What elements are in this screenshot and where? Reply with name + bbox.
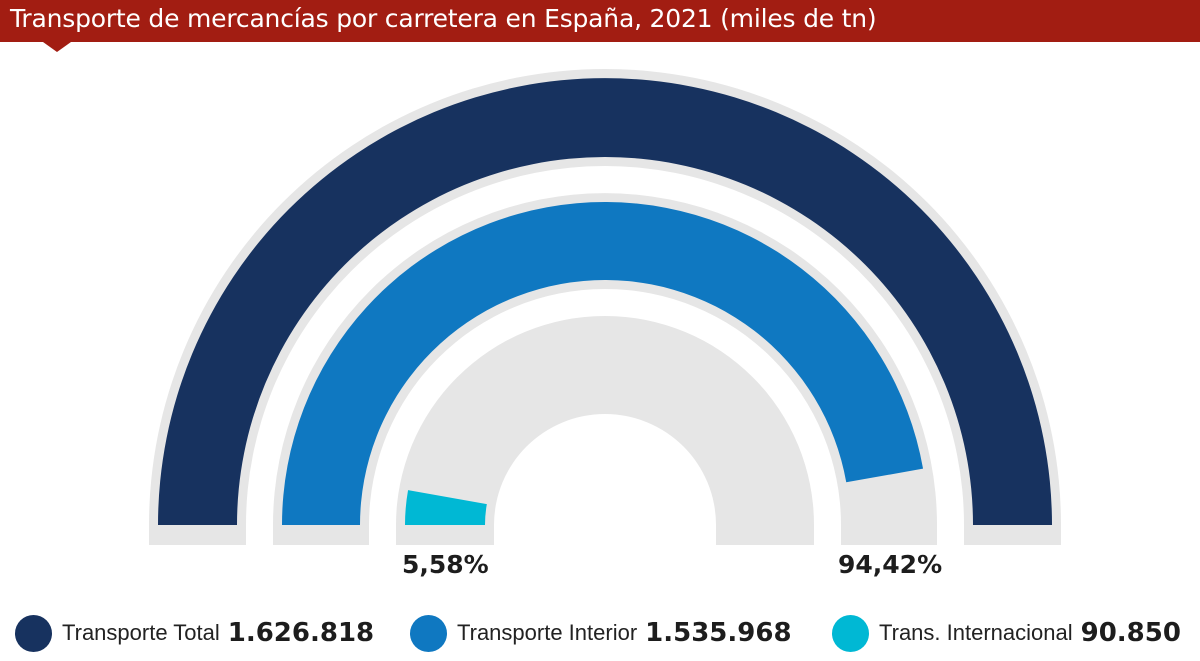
legend-swatch-total xyxy=(15,614,52,652)
radial-chart xyxy=(149,69,1061,545)
legend-item-internacional: Trans. Internacional 90.850 xyxy=(832,611,1181,655)
legend-item-total: Transporte Total 1.626.818 xyxy=(15,611,374,655)
legend-label-total: Transporte Total xyxy=(62,620,220,645)
header-pointer xyxy=(43,42,71,52)
legend-swatch-internacional xyxy=(832,614,869,652)
legend-label-interior: Transporte Interior xyxy=(457,620,638,645)
chart-header: Transporte de mercancías por carretera e… xyxy=(0,0,1200,42)
label-interior-pct: 94,42% xyxy=(838,550,943,579)
bar-total xyxy=(158,78,1052,525)
bar-interior xyxy=(282,202,924,525)
legend-value-total: 1.626.818 xyxy=(227,618,375,648)
label-internacional-pct: 5,58% xyxy=(402,550,489,579)
legend-item-interior: Transporte Interior 1.535.968 xyxy=(410,611,792,655)
track-internacional xyxy=(396,316,814,545)
legend-value-internacional: 90.850 xyxy=(1080,618,1181,648)
chart-title: Transporte de mercancías por carretera e… xyxy=(10,4,877,33)
bar-internacional xyxy=(405,490,487,525)
legend-label-internacional: Trans. Internacional xyxy=(879,620,1073,645)
legend-swatch-interior xyxy=(410,614,447,652)
legend-value-interior: 1.535.968 xyxy=(645,618,792,648)
